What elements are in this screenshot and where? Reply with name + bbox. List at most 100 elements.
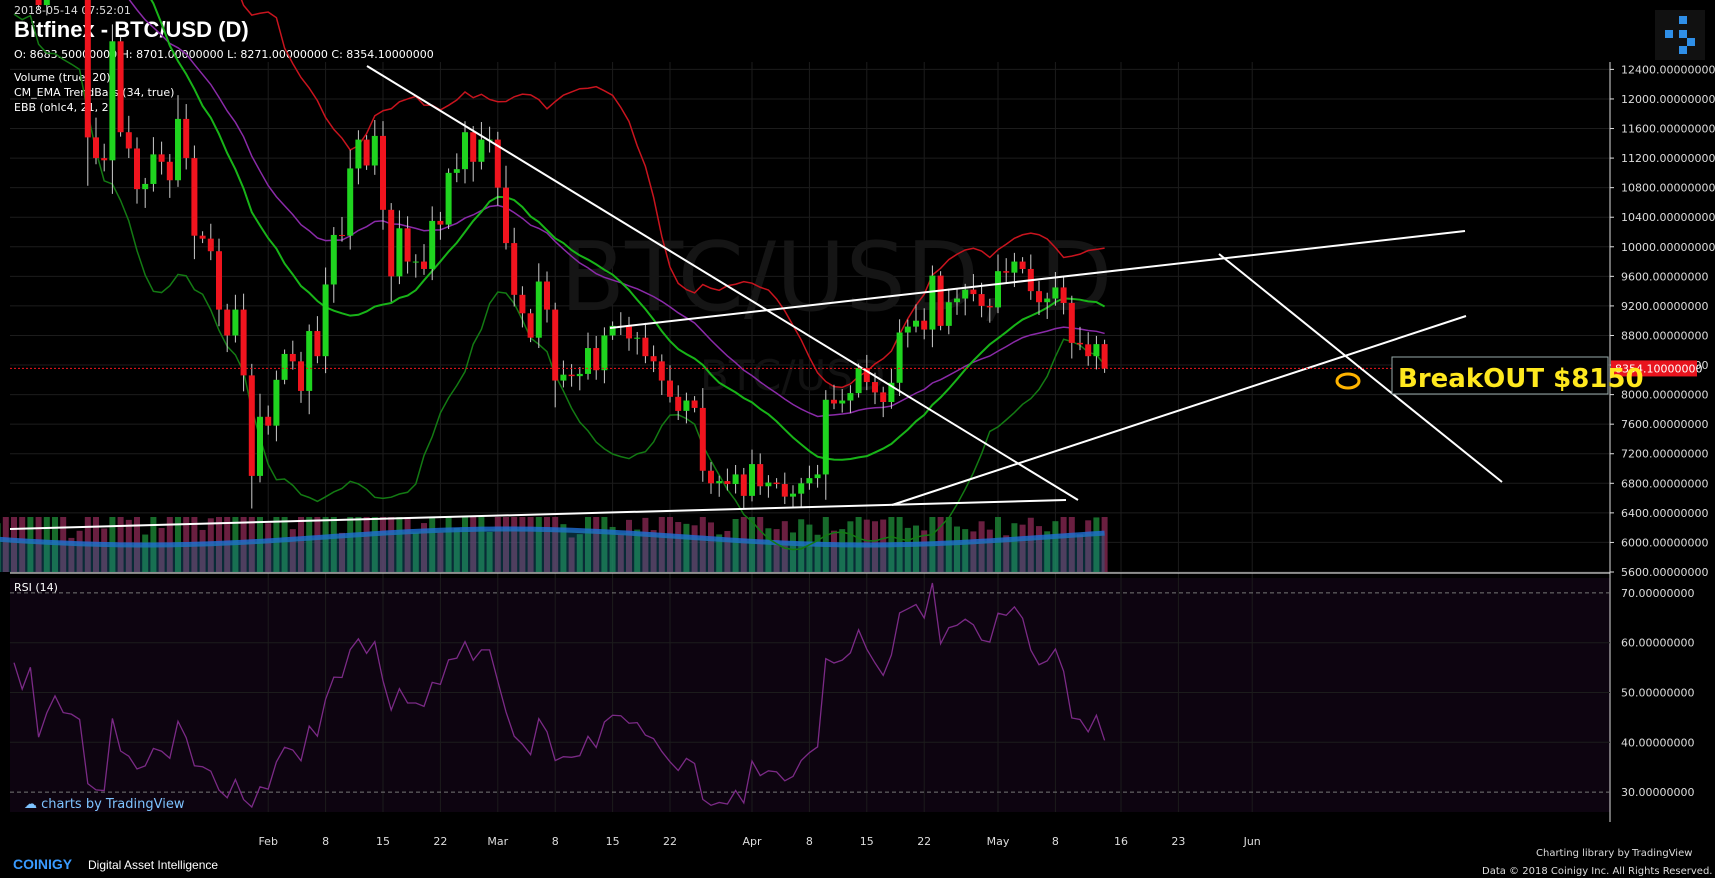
volume-bar (675, 522, 682, 572)
volume-bar (527, 517, 534, 572)
volume-bar (921, 530, 928, 572)
volume-bar (11, 517, 17, 572)
candle-body (396, 228, 403, 277)
volume-bar (437, 532, 444, 572)
rsi-label: RSI (14) (14, 581, 58, 594)
price-tick-label: 6000.00000000 (1621, 536, 1708, 549)
candle-body (781, 484, 788, 497)
price-tick-label: 5600.00000000 (1621, 566, 1708, 579)
volume-bar (1036, 526, 1042, 572)
candle-body (199, 235, 206, 239)
candle-body (880, 392, 887, 402)
bollinger-mid (150, 0, 1106, 461)
candle-body (699, 407, 706, 471)
volume-bar (404, 517, 411, 572)
volume-bar (330, 517, 337, 572)
volume-bar (691, 525, 698, 572)
candle-body (265, 416, 272, 426)
volume-bar (962, 529, 969, 572)
candle-body (35, 0, 42, 6)
candle-body (363, 139, 370, 166)
volume-bar (2, 517, 9, 572)
volume-bar (314, 517, 321, 572)
volume-bar (650, 530, 657, 572)
tradingview-brand: TradingView (1632, 848, 1693, 859)
candle-body (429, 220, 436, 269)
candle-body (740, 474, 747, 496)
volume-bar (298, 517, 304, 572)
price-tick-label: 6800.00000000 (1621, 477, 1708, 490)
candle-body (593, 348, 600, 371)
candle-body (585, 348, 591, 374)
volume-bar (1093, 517, 1100, 572)
volume-bar (1068, 517, 1075, 572)
volume-bar (617, 534, 624, 572)
candle-body (224, 309, 231, 336)
candle-body (552, 309, 559, 381)
candle-body (404, 228, 411, 262)
volume-bar (511, 517, 518, 572)
candle-body (872, 382, 878, 393)
volume-bar (1011, 523, 1018, 572)
time-tick-label: 16 (1114, 835, 1128, 848)
candle-body (667, 380, 673, 397)
price-tick-label: 11200.00000000 (1621, 152, 1715, 165)
candle-body (117, 41, 124, 133)
candle-body (166, 161, 173, 181)
time-tick-label: 22 (433, 835, 447, 848)
volume-bar (453, 527, 460, 572)
candle-body (322, 284, 329, 357)
volume-bar (970, 531, 977, 572)
chart-title: Bitfinex - BTC/USD (D) (14, 17, 249, 42)
candle-body (43, 0, 50, 6)
candle-body (289, 353, 296, 362)
candle-body (535, 281, 542, 338)
tradingview-link[interactable]: ☁ charts by TradingView (24, 797, 184, 812)
tagline: Digital Asset Intelligence (88, 858, 219, 872)
candle-body (544, 281, 550, 310)
volume-ma-area (0, 529, 1105, 572)
volume-bar (503, 517, 509, 572)
candle-body (1093, 344, 1100, 357)
candle-body (576, 373, 583, 377)
volume-bar (421, 523, 427, 572)
volume-bar (1052, 521, 1059, 572)
volume-bar (781, 521, 788, 572)
volume-bar (978, 521, 985, 572)
volume-bar (995, 517, 1001, 572)
last-price-label: 8354.10000000 (1615, 362, 1702, 375)
candle-body (388, 209, 395, 277)
volume-bar (757, 517, 764, 572)
volume-bar (1101, 517, 1108, 572)
volume-bar (683, 523, 690, 572)
time-tick-label: Jun (1243, 835, 1261, 848)
volume-bar (740, 517, 747, 572)
candle-body (757, 464, 764, 487)
candle-body (380, 135, 386, 210)
time-tick-label: 8 (552, 835, 559, 848)
volume-bar (814, 534, 821, 572)
time-tick-label: 8 (322, 835, 329, 848)
volume-bar (371, 517, 378, 572)
candle-body (142, 183, 149, 190)
candle-body (806, 478, 813, 484)
candle-body (191, 158, 198, 236)
candle-body (896, 332, 903, 383)
candle-body (1060, 287, 1067, 303)
indicator-ema-trendbars[interactable]: CM_EMA TrendBars (34, true) (14, 86, 175, 99)
tradingview-text: charts by TradingView (41, 797, 185, 812)
volume-bar (667, 517, 673, 572)
candle-body (306, 331, 313, 391)
price-tick-label: 12000.00000000 (1621, 93, 1715, 106)
candle-body (708, 470, 714, 484)
rsi-tick-label: 70.00000000 (1621, 587, 1694, 600)
volume-bar (593, 517, 600, 572)
volume-bar (904, 527, 911, 572)
candle-body (1052, 287, 1059, 299)
candle-body (609, 325, 616, 336)
candle-body (240, 309, 247, 376)
trendline (609, 230, 1466, 329)
candle-body (355, 139, 362, 169)
volume-bar (199, 529, 206, 572)
